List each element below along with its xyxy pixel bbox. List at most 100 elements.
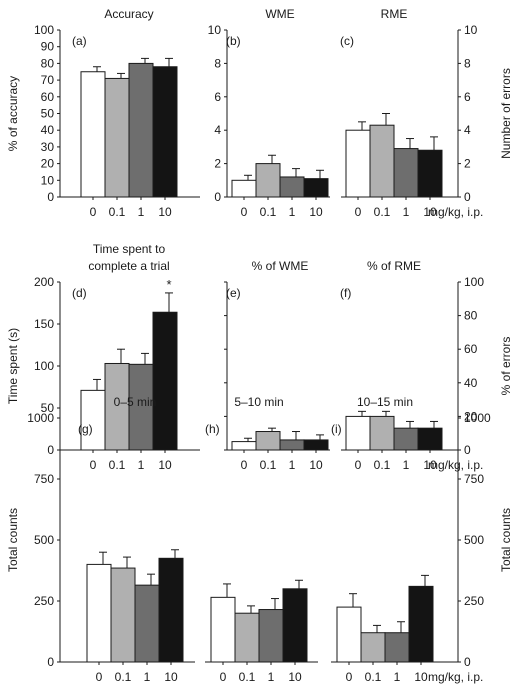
bar-a-0 bbox=[80, 71, 106, 198]
y-label-g: Total counts bbox=[6, 508, 20, 572]
y-tick-label-i-2: 500 bbox=[464, 533, 484, 547]
y-label-f: % of errors bbox=[499, 337, 513, 396]
bar-f-1 bbox=[369, 415, 395, 451]
y-tick-label-a-6: 60 bbox=[41, 90, 55, 104]
y-label-i: Total counts bbox=[499, 508, 513, 572]
y-tick-label-a-4: 40 bbox=[41, 123, 55, 137]
panel-title-d-1: complete a trial bbox=[88, 259, 169, 273]
x-tick-label-b-1: 0.1 bbox=[260, 205, 277, 219]
bar-c-1 bbox=[369, 124, 395, 198]
x-tick-label-h-1: 0.1 bbox=[239, 670, 256, 684]
bar-i-0 bbox=[336, 606, 362, 663]
y-tick-label-c-4: 8 bbox=[464, 56, 471, 70]
x-tick-label-f-0: 0 bbox=[355, 458, 362, 472]
y-tick-label-d-4: 200 bbox=[34, 275, 54, 289]
bar-g-3 bbox=[158, 557, 184, 663]
y-tick-label-f-1: 20 bbox=[464, 409, 478, 423]
x-tick-label-e-1: 0.1 bbox=[260, 458, 277, 472]
y-tick-label-i-4: 1000 bbox=[464, 411, 491, 425]
y-tick-label-a-0: 0 bbox=[47, 190, 54, 204]
bar-b-2 bbox=[279, 176, 305, 198]
bar-e-3 bbox=[303, 439, 329, 451]
x-tick-label-h-0: 0 bbox=[220, 670, 227, 684]
bar-a-3 bbox=[152, 66, 178, 198]
x-tick-label-a-0: 0 bbox=[90, 205, 97, 219]
panel-title-i: 10–15 min bbox=[357, 395, 413, 409]
y-tick-label-d-2: 100 bbox=[34, 359, 54, 373]
x-tick-label-h-2: 1 bbox=[268, 670, 275, 684]
bar-g-2 bbox=[134, 584, 160, 663]
x-tick-label-a-3: 10 bbox=[158, 205, 172, 219]
x-tick-label-g-0: 0 bbox=[96, 670, 103, 684]
x-tick-label-h-3: 10 bbox=[288, 670, 302, 684]
bar-b-3 bbox=[303, 178, 329, 198]
y-tick-label-c-0: 0 bbox=[464, 190, 471, 204]
y-tick-label-b-0: 0 bbox=[214, 190, 221, 204]
x-tick-label-d-0: 0 bbox=[90, 458, 97, 472]
bar-g-0 bbox=[86, 563, 112, 663]
panel-title-b: WME bbox=[265, 7, 294, 21]
y-tick-label-a-3: 30 bbox=[41, 140, 55, 154]
y-tick-label-d-0: 0 bbox=[47, 443, 54, 457]
unit-label-1: mg/kg, i.p. bbox=[428, 458, 483, 472]
y-tick-label-b-4: 8 bbox=[214, 56, 221, 70]
bar-i-3 bbox=[408, 585, 434, 663]
y-tick-label-f-5: 100 bbox=[464, 275, 484, 289]
y-tick-label-g-3: 750 bbox=[34, 472, 54, 486]
x-tick-label-e-2: 1 bbox=[289, 458, 296, 472]
bar-e-0 bbox=[231, 441, 257, 451]
x-tick-label-c-3: 10 bbox=[423, 205, 437, 219]
x-tick-label-i-2: 1 bbox=[394, 670, 401, 684]
unit-label-0: mg/kg, i.p. bbox=[428, 205, 483, 219]
bar-d-3 bbox=[152, 311, 178, 451]
y-tick-label-d-1: 50 bbox=[41, 401, 55, 415]
x-tick-label-i-3: 10 bbox=[414, 670, 428, 684]
y-tick-label-a-1: 10 bbox=[41, 173, 55, 187]
y-tick-label-d-3: 150 bbox=[34, 317, 54, 331]
y-tick-label-f-2: 40 bbox=[464, 376, 478, 390]
panel-label-h: (h) bbox=[205, 422, 220, 436]
bar-i-1 bbox=[360, 632, 386, 663]
x-tick-label-g-1: 0.1 bbox=[115, 670, 132, 684]
y-tick-label-c-2: 4 bbox=[464, 123, 471, 137]
panel-title-h: 5–10 min bbox=[234, 395, 283, 409]
bar-a-1 bbox=[104, 77, 130, 198]
x-tick-label-g-2: 1 bbox=[144, 670, 151, 684]
panel-title-f: % of RME bbox=[367, 259, 421, 273]
bar-e-1 bbox=[255, 431, 281, 451]
y-tick-label-a-10: 100 bbox=[34, 23, 54, 37]
y-label-c: Number of errors bbox=[499, 68, 513, 159]
y-tick-label-a-2: 20 bbox=[41, 157, 55, 171]
bar-g-1 bbox=[110, 567, 136, 663]
bar-b-0 bbox=[231, 179, 257, 198]
y-tick-label-i-3: 750 bbox=[464, 472, 484, 486]
y-tick-label-b-1: 2 bbox=[214, 157, 221, 171]
x-tick-label-e-3: 10 bbox=[309, 458, 323, 472]
y-tick-label-f-4: 80 bbox=[464, 309, 478, 323]
x-tick-label-c-2: 1 bbox=[403, 205, 410, 219]
panel-label-f: (f) bbox=[340, 286, 351, 300]
x-tick-label-e-0: 0 bbox=[241, 458, 248, 472]
bar-c-2 bbox=[393, 148, 419, 198]
bar-f-2 bbox=[393, 427, 419, 451]
x-tick-label-b-3: 10 bbox=[309, 205, 323, 219]
panel-title-a: Accuracy bbox=[104, 7, 153, 21]
bar-d-2 bbox=[128, 363, 154, 451]
bar-f-0 bbox=[345, 415, 371, 451]
panel-title-e: % of WME bbox=[252, 259, 309, 273]
y-tick-label-a-7: 70 bbox=[41, 73, 55, 87]
y-tick-label-b-2: 4 bbox=[214, 123, 221, 137]
x-tick-label-a-2: 1 bbox=[138, 205, 145, 219]
y-tick-label-a-9: 90 bbox=[41, 40, 55, 54]
bar-h-1 bbox=[234, 612, 260, 663]
y-tick-label-b-3: 6 bbox=[214, 90, 221, 104]
y-tick-label-a-8: 80 bbox=[41, 56, 55, 70]
panel-label-g: (g) bbox=[78, 422, 93, 436]
x-tick-label-d-2: 1 bbox=[138, 458, 145, 472]
x-tick-label-i-0: 0 bbox=[346, 670, 353, 684]
bar-f-3 bbox=[417, 427, 443, 451]
x-tick-label-a-1: 0.1 bbox=[109, 205, 126, 219]
unit-label-2: mg/kg, i.p. bbox=[428, 670, 483, 684]
bar-b-1 bbox=[255, 163, 281, 198]
